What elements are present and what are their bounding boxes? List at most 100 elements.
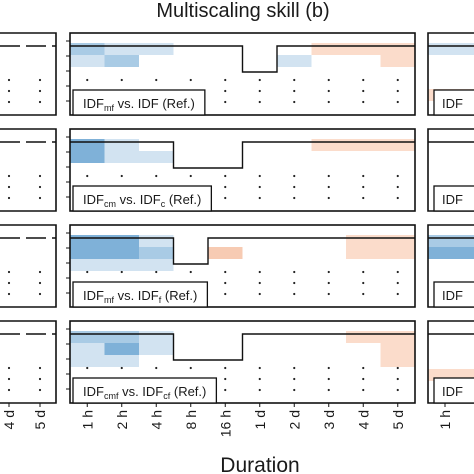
heat-cell: [70, 55, 105, 67]
label-mid: vs. IDF: [116, 192, 161, 207]
label-mid: vs. IDF: [114, 96, 159, 111]
label-main: IDF: [83, 192, 104, 207]
heat-cell: [346, 247, 381, 259]
grid-dot: [293, 89, 296, 93]
grid-dot: [224, 281, 227, 285]
heat-cell: [346, 235, 381, 247]
x-tick-label: 3 d: [321, 410, 337, 429]
panel-frame: [0, 128, 57, 212]
grid-dot: [224, 388, 227, 392]
heat-cell: [104, 151, 139, 163]
grid-dot: [7, 100, 11, 104]
heat-cell: [311, 139, 346, 151]
grid-dot: [224, 185, 227, 189]
grid-dot: [224, 377, 227, 381]
panel-4: IDFcmf vs. IDFcf (Ref.): [66, 320, 416, 404]
x-tick-label: 1 d: [252, 410, 268, 429]
panel-label-box: [72, 377, 218, 404]
panel-label-box: [433, 377, 474, 404]
grid-dot: [396, 281, 399, 285]
panel-3: IDFmf vs. IDFf (Ref.): [66, 224, 416, 308]
grid-dot: [38, 78, 42, 82]
label-end: (Ref.): [165, 192, 201, 207]
grid-dot: [120, 78, 123, 82]
x-tick-label: 4 h: [148, 410, 164, 429]
label-sub: f: [159, 295, 162, 305]
heat-cell: [208, 247, 243, 259]
heat-cell: [346, 139, 381, 151]
panel-1: IDFmf vs. IDF (Ref.): [66, 32, 416, 116]
heat-cell: [139, 331, 174, 343]
grid-dot: [86, 270, 89, 274]
left-x-tick-label: 5 d: [32, 410, 48, 429]
grid-dot: [362, 388, 365, 392]
panel-frame: [69, 128, 416, 212]
step-line: [70, 45, 415, 73]
label-end: (Ref.): [159, 96, 195, 111]
grid-dot: [7, 89, 11, 93]
panel-label-text: IDF: [442, 96, 463, 111]
panel-label-text: IDFcmf vs. IDFcf (Ref.): [83, 384, 206, 401]
grid-dot: [327, 366, 330, 370]
panel-label-text: IDF: [442, 192, 463, 207]
heat-cell: [277, 55, 312, 67]
heat-cell: [380, 139, 415, 151]
heat-cell: [70, 151, 105, 163]
grid-dot: [7, 292, 11, 296]
heat-cell: [104, 331, 139, 343]
grid-dot: [38, 100, 42, 104]
grid-dot: [258, 174, 261, 178]
label-end: (Ref.): [161, 288, 197, 303]
heat-cell: [380, 43, 415, 55]
heat-cell: [139, 151, 174, 163]
grid-dot: [224, 100, 227, 104]
x-tick-label: 2 h: [114, 410, 130, 429]
grid-dot: [155, 270, 158, 274]
panel-label: IDFcm vs. IDFc (Ref.): [72, 185, 213, 212]
grid-dot: [362, 270, 365, 274]
grid-dot: [258, 270, 261, 274]
label-mid: vs. IDF: [118, 384, 163, 399]
left-neighbor-panels: [0, 32, 57, 404]
grid-dot: [327, 377, 330, 381]
grid-dot: [362, 100, 365, 104]
grid-dot: [327, 281, 330, 285]
x-tick-label: 8 h: [183, 410, 199, 429]
grid-dot: [396, 366, 399, 370]
grid-dot: [293, 174, 296, 178]
right-neighbor-panels: IDF IDF IDF IDF: [427, 32, 474, 404]
x-axis-label: Duration: [220, 454, 299, 474]
grid-dot: [224, 270, 227, 274]
grid-dot: [258, 78, 261, 82]
panel-label-box: [72, 89, 206, 116]
grid-dot: [396, 174, 399, 178]
label-mid: vs. IDF: [114, 288, 159, 303]
step-line: [70, 333, 415, 361]
heat-cell: [380, 235, 415, 247]
heat-cell: [104, 355, 139, 367]
grid-dot: [327, 185, 330, 189]
grid-dot: [327, 89, 330, 93]
panel-label-text: IDF: [442, 384, 463, 399]
label-main: IDF: [83, 384, 104, 399]
heat-cell: [70, 43, 105, 55]
heat-cell: [70, 139, 105, 151]
grid-dot: [189, 78, 192, 82]
label-sub: mf: [104, 103, 114, 113]
grid-dot: [155, 78, 158, 82]
grid-dot: [38, 174, 42, 178]
right-panel-2: IDF: [427, 128, 474, 212]
grid-dot: [293, 281, 296, 285]
panel-label-box: [433, 185, 474, 212]
x-axis-ticks: 1 h 2 h 4 h 8 h 16 h 1 d 2 d 3 d 4 d 5 d 4 d 5 d 1 h: [1, 403, 453, 437]
heat-cell: [104, 343, 139, 355]
label-sub: mf: [104, 295, 114, 305]
grid-dot: [396, 78, 399, 82]
panel-label-box: [72, 281, 209, 308]
grid-dot: [362, 292, 365, 296]
heat-cell: [346, 43, 381, 55]
x-tick-label: 4 d: [355, 410, 371, 429]
right-panel-1: IDF: [427, 32, 474, 116]
panel-label-box: [72, 185, 213, 212]
